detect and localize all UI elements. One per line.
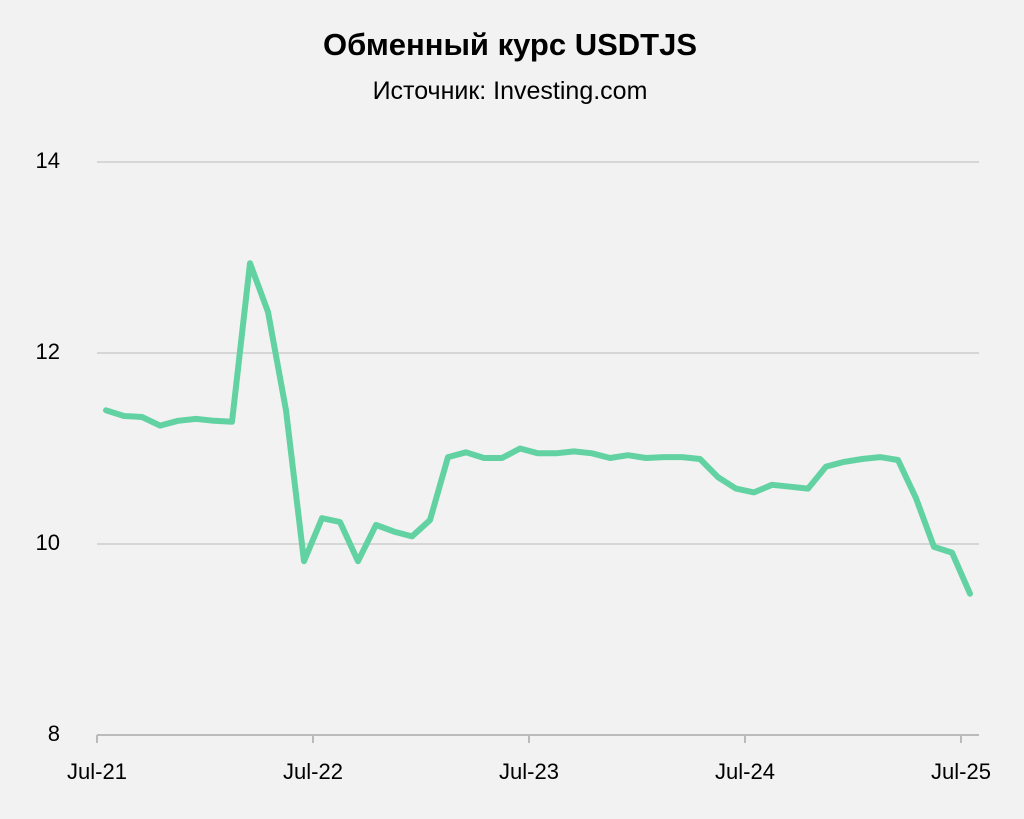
x-tick-label: Jul-21 [67,759,127,784]
y-tick-label: 14 [36,148,60,173]
y-tick-label: 12 [36,339,60,364]
chart-subtitle: Источник: Investing.com [373,77,648,105]
x-tick-label: Jul-23 [499,759,559,784]
x-tick-label: Jul-24 [715,759,775,784]
y-tick-label: 10 [36,530,60,555]
data-line [103,260,973,597]
y-tick-label: 8 [48,721,60,746]
chart-title: Обменный курс USDTJS [323,27,697,62]
x-tick-label: Jul-25 [931,759,991,784]
x-tick-label: Jul-22 [283,759,343,784]
